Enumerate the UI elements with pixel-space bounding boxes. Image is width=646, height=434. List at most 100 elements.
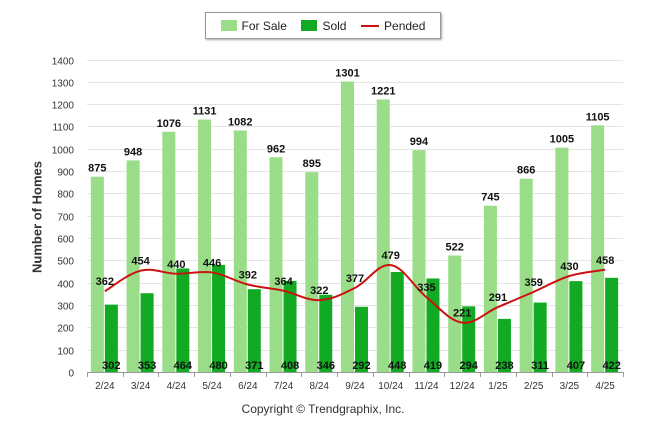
x-tick-label: 11/24 — [414, 381, 439, 392]
for-sale-bar — [341, 81, 354, 373]
for-sale-value-label: 1082 — [228, 116, 252, 128]
y-tick-label: 1300 — [52, 79, 75, 90]
y-tick-label: 1000 — [52, 146, 75, 157]
x-tick-label: 3/24 — [131, 381, 151, 392]
y-tick-label: 700 — [57, 213, 74, 224]
pended-value-label: 322 — [310, 285, 328, 297]
for-sale-bar — [519, 178, 533, 372]
for-sale-value-label: 866 — [517, 165, 535, 177]
y-tick-label: 1400 — [52, 57, 75, 68]
sold-bar — [104, 304, 118, 372]
sold-value-label: 292 — [352, 360, 370, 372]
for-sale-bar — [198, 119, 212, 372]
legend-label-for-sale: For Sale — [241, 18, 287, 33]
sold-bar — [283, 280, 297, 372]
y-tick-label: 900 — [57, 168, 74, 179]
for-sale-value-label: 1105 — [586, 111, 610, 123]
x-tick-label: 4/25 — [595, 381, 615, 392]
for-sale-value-label: 1076 — [157, 118, 181, 130]
y-tick-label: 100 — [57, 347, 74, 358]
y-tick-label: 0 — [68, 369, 74, 380]
sold-bar — [319, 294, 333, 372]
sold-value-label: 407 — [567, 360, 585, 372]
for-sale-bar — [162, 131, 176, 372]
pended-value-label: 454 — [131, 256, 150, 268]
sold-bar — [569, 281, 583, 372]
sold-bar — [355, 306, 368, 372]
legend-item-sold[interactable]: Sold — [301, 19, 346, 33]
sold-value-label: 419 — [424, 360, 442, 372]
sold-value-label: 480 — [209, 360, 227, 372]
sold-value-label: 311 — [531, 360, 549, 372]
x-tick-label: 3/25 — [560, 381, 580, 392]
sold-value-label: 371 — [245, 360, 263, 372]
pended-value-label: 392 — [239, 270, 257, 282]
x-tick-label: 9/24 — [345, 381, 365, 392]
x-tick-label: 4/24 — [167, 381, 187, 392]
for-sale-bar — [269, 157, 283, 372]
x-tick-label: 12/24 — [450, 381, 475, 392]
for-sale-value-label: 895 — [303, 158, 321, 170]
sold-value-label: 238 — [495, 360, 513, 372]
sold-bar — [390, 272, 404, 372]
for-sale-bar — [126, 160, 140, 372]
x-tick-label: 5/24 — [202, 381, 222, 392]
pended-value-label: 446 — [203, 257, 221, 269]
pended-value-label: 440 — [167, 259, 185, 271]
for-sale-value-label: 962 — [267, 143, 285, 155]
pended-swatch — [361, 24, 380, 27]
sold-value-label: 353 — [138, 360, 156, 372]
for-sale-bar — [305, 172, 319, 372]
sold-swatch — [301, 20, 318, 31]
for-sale-bar — [233, 130, 247, 372]
sold-value-label: 408 — [281, 360, 299, 372]
x-tick-label: 2/24 — [95, 381, 115, 392]
pended-value-label: 335 — [417, 282, 435, 294]
x-tick-label: 1/25 — [488, 381, 508, 392]
legend-item-pended[interactable]: Pended — [361, 19, 425, 33]
sold-bar — [212, 264, 226, 372]
sold-bar — [176, 268, 190, 372]
for-sale-value-label: 745 — [481, 192, 499, 204]
legend: For Sale Sold Pended — [205, 12, 441, 39]
x-tick-label: 8/24 — [310, 381, 330, 392]
y-tick-label: 300 — [57, 302, 74, 313]
for-sale-bar — [591, 125, 605, 373]
for-sale-bar — [412, 150, 426, 372]
pended-value-label: 359 — [524, 277, 542, 289]
legend-label-sold: Sold — [322, 18, 347, 33]
for-sale-value-label: 1131 — [193, 106, 217, 118]
for-sale-value-label: 994 — [410, 136, 429, 148]
for-sale-bar — [376, 99, 390, 373]
sold-bar — [140, 293, 154, 372]
sold-value-label: 448 — [388, 360, 406, 372]
sold-bar — [426, 278, 440, 372]
legend-label-pended: Pended — [384, 18, 426, 33]
x-tick-label: 7/24 — [274, 381, 294, 392]
y-tick-label: 1200 — [52, 101, 75, 112]
y-tick-label: 1100 — [52, 123, 74, 134]
pended-value-label: 291 — [489, 292, 507, 304]
sold-value-label: 422 — [602, 360, 620, 372]
for-sale-swatch — [220, 20, 237, 31]
sold-value-label: 346 — [317, 360, 335, 372]
y-tick-label: 800 — [57, 190, 74, 201]
y-tick-label: 600 — [57, 235, 74, 246]
for-sale-bar — [483, 205, 497, 372]
x-tick-label: 10/24 — [378, 381, 403, 392]
copyright-text: Copyright © Trendgraphix, Inc. — [241, 402, 405, 416]
for-sale-value-label: 1221 — [371, 85, 395, 97]
pended-value-label: 479 — [382, 250, 400, 262]
for-sale-bar — [448, 255, 462, 372]
pended-value-label: 362 — [96, 276, 114, 288]
sold-bar — [497, 318, 511, 372]
sold-value-label: 464 — [174, 360, 193, 372]
pended-value-label: 458 — [596, 255, 614, 267]
pended-line — [104, 264, 606, 324]
sold-bar — [533, 302, 547, 372]
for-sale-value-label: 1301 — [335, 68, 359, 80]
legend-item-for-sale[interactable]: For Sale — [220, 18, 287, 33]
x-tick-label: 2/25 — [524, 381, 544, 392]
